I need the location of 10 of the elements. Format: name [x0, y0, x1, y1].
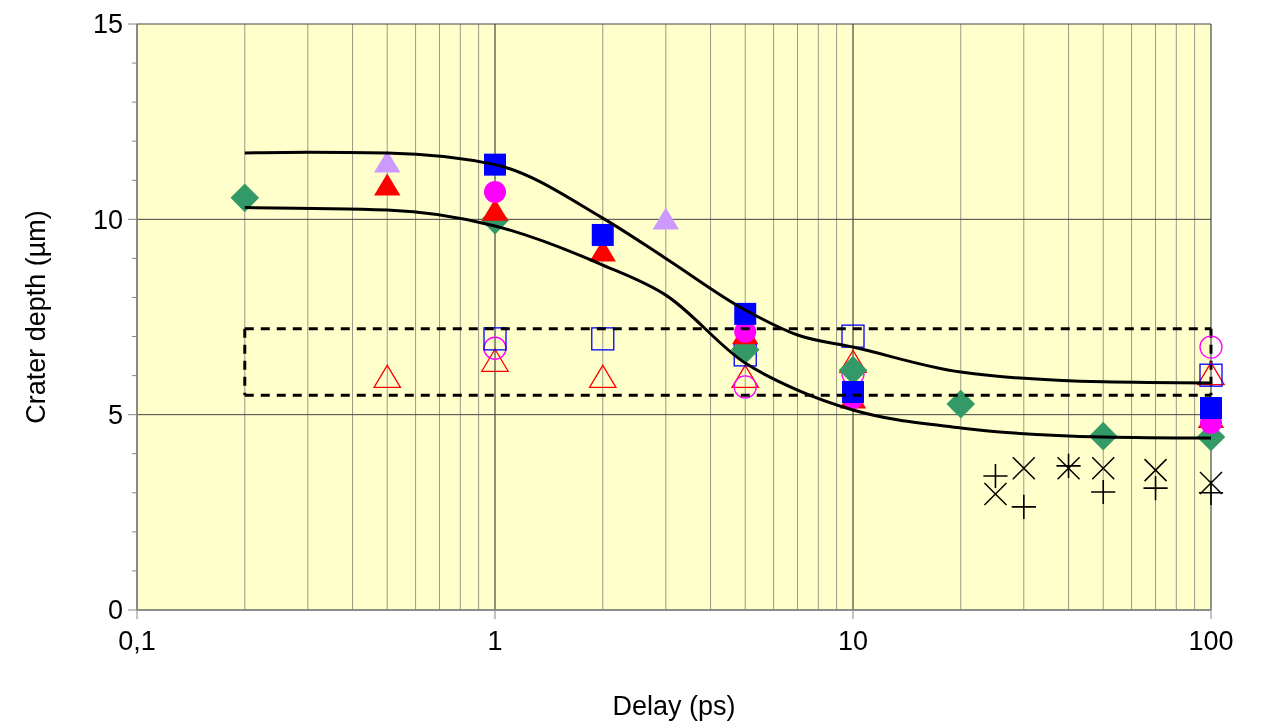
y-axis-title: Crater depth (µm) [21, 210, 51, 424]
y-tick-label: 10 [92, 204, 123, 235]
x-axis-title: Delay (ps) [612, 691, 736, 721]
x-tick-label: 10 [837, 626, 869, 656]
x-tick-label: 1 [487, 626, 503, 656]
y-tick-label: 0 [107, 595, 123, 626]
y-tick-label: 15 [92, 9, 123, 40]
y-tick-label: 5 [107, 400, 123, 431]
x-tick-label: 0,1 [118, 626, 156, 656]
x-tick-label: 100 [1188, 626, 1234, 656]
